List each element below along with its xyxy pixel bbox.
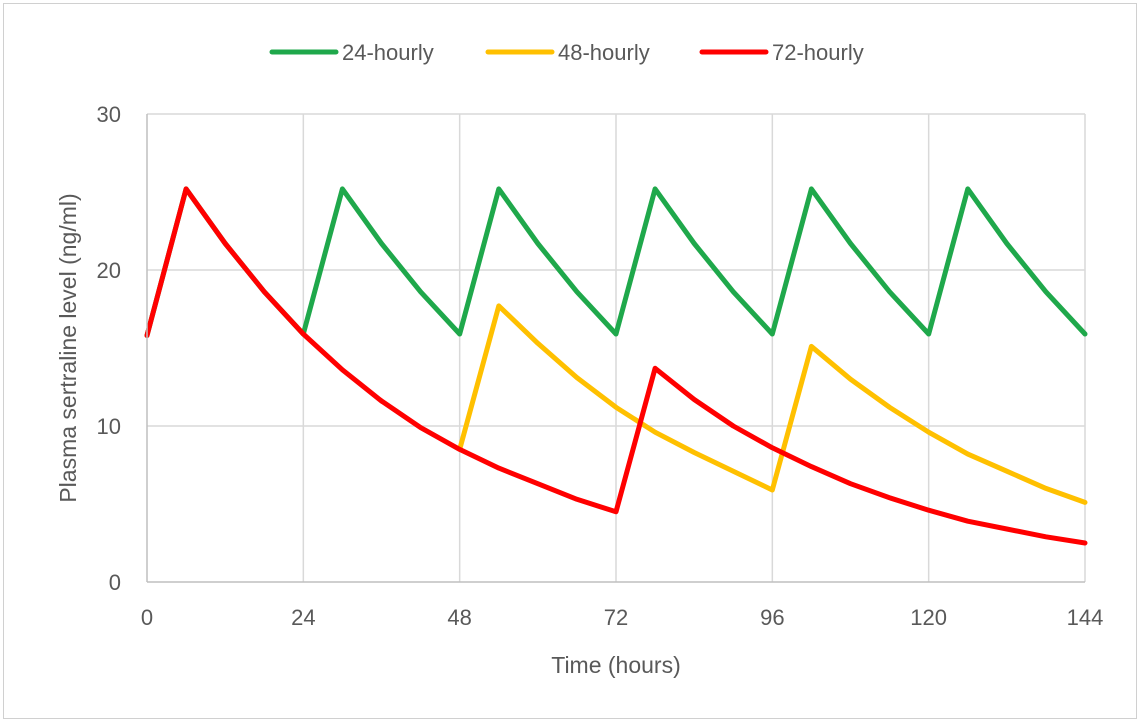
y-tick-label: 20	[97, 258, 121, 283]
x-tick-label: 0	[141, 605, 153, 630]
axes: 0 10 20 30 0 24 48 72 96 120 144	[97, 102, 1104, 630]
x-tick-label: 144	[1067, 605, 1104, 630]
x-tick-label: 120	[910, 605, 947, 630]
series-line-72-hourly	[144, 186, 1088, 546]
y-axis-title: Plasma sertraline level (ng/ml)	[55, 193, 81, 502]
y-tick-label: 30	[97, 102, 121, 127]
series-line-48-hourly	[457, 303, 1088, 505]
x-tick-label: 72	[604, 605, 628, 630]
series-lines	[144, 186, 1088, 546]
legend-label-72-hourly: 72-hourly	[772, 40, 864, 65]
legend-label-24-hourly: 24-hourly	[342, 40, 434, 65]
x-tick-label: 96	[760, 605, 784, 630]
x-tick-label: 48	[447, 605, 471, 630]
chart-frame	[3, 3, 1137, 719]
x-axis-title: Time (hours)	[551, 652, 681, 678]
y-tick-label: 10	[97, 414, 121, 439]
x-tick-label: 24	[291, 605, 315, 630]
legend-label-48-hourly: 48-hourly	[558, 40, 650, 65]
legend: 24-hourly 48-hourly 72-hourly	[269, 40, 864, 65]
y-tick-label: 0	[109, 570, 121, 595]
